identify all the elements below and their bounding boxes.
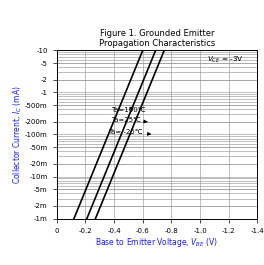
X-axis label: Base to Emitter Voltage, $V_{BE}$ (V): Base to Emitter Voltage, $V_{BE}$ (V) <box>96 236 219 249</box>
Text: Ta=25℃: Ta=25℃ <box>111 117 147 123</box>
Text: $V_{CE}$ = -3V: $V_{CE}$ = -3V <box>207 55 244 65</box>
Title: Figure 1. Grounded Emitter
Propagation Characteristics: Figure 1. Grounded Emitter Propagation C… <box>99 29 215 48</box>
Y-axis label: Collector Current, $I_C$ (mA): Collector Current, $I_C$ (mA) <box>11 85 23 184</box>
Text: Ta=100℃: Ta=100℃ <box>111 107 146 113</box>
Text: Ta= -25℃: Ta= -25℃ <box>108 129 150 135</box>
